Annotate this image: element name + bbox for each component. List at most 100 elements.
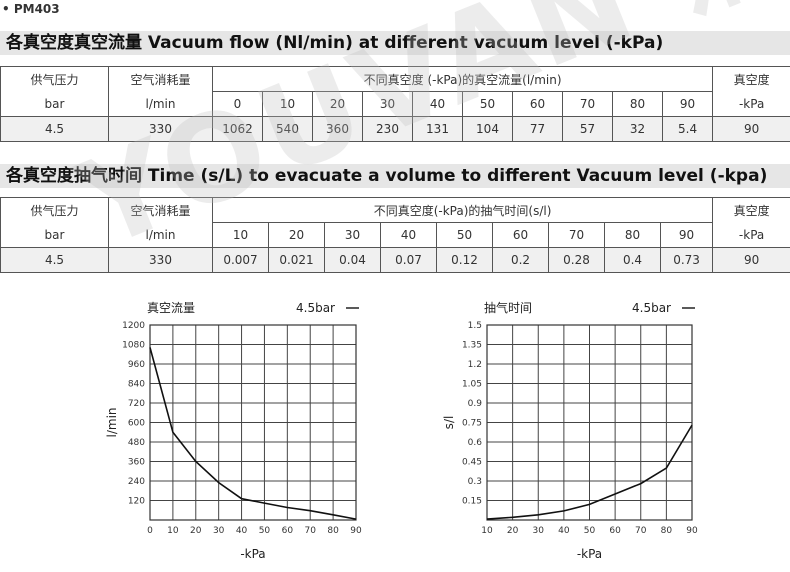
flow-y-tick-label: 480 [128, 438, 145, 448]
time-value: 0.28 [548, 247, 605, 273]
time-header-vacuum: 真空度 [712, 197, 790, 223]
flow-x-tick-label: 60 [282, 526, 294, 536]
flow-section-title: 各真空度真空流量 Vacuum flow (Nl/min) at differe… [0, 31, 790, 55]
flow-vacuum-value: 90 [712, 116, 790, 142]
time-plot-frame [486, 324, 693, 521]
time-header-group: 不同真空度(-kPa)的抽气时间(s/l) [211, 197, 714, 223]
flow-y-tick-label: 1200 [122, 321, 145, 331]
time-x-tick-label: 40 [558, 526, 570, 536]
flow-x-axis-label: -kPa [240, 547, 265, 561]
time-y-tick-label: 1.5 [468, 321, 482, 331]
time-level: 50 [436, 222, 493, 248]
time-value: 0.021 [268, 247, 325, 273]
time-header-pressure: 供气压力 [0, 197, 109, 223]
flow-y-tick-label: 120 [128, 497, 145, 507]
time-level: 20 [268, 222, 325, 248]
flow-header-vacuum-unit: -kPa [712, 91, 790, 117]
flow-value: 5.4 [661, 116, 714, 142]
flow-header-pressure: 供气压力 [0, 66, 109, 92]
flow-x-tick-label: 50 [259, 526, 271, 536]
time-vacuum-value: 90 [712, 247, 790, 273]
flow-y-tick-label: 360 [128, 458, 145, 468]
time-y-tick-label: 0.45 [462, 458, 482, 468]
flow-air-value: 330 [108, 116, 213, 142]
time-value: 0.007 [212, 247, 269, 273]
time-value: 0.04 [324, 247, 381, 273]
flow-level: 90 [661, 91, 714, 117]
flow-x-tick-label: 20 [190, 526, 202, 536]
flow-series-line [149, 347, 357, 520]
time-y-axis-label: s/l [442, 416, 456, 430]
flow-header-air-unit: l/min [108, 91, 213, 117]
time-x-axis-label: -kPa [577, 547, 602, 561]
time-level: 10 [212, 222, 269, 248]
flow-level: 60 [512, 91, 563, 117]
time-x-tick-label: 60 [609, 526, 621, 536]
time-x-tick-label: 30 [533, 526, 545, 536]
time-y-tick-label: 0.75 [462, 419, 482, 429]
flow-y-axis-label: l/min [105, 407, 119, 437]
time-y-tick-label: 0.15 [462, 497, 482, 507]
time-x-tick-label: 10 [481, 526, 493, 536]
flow-x-tick-label: 0 [147, 526, 153, 536]
flow-x-tick-label: 30 [213, 526, 225, 536]
flow-value: 77 [512, 116, 563, 142]
flow-x-tick-label: 70 [304, 526, 316, 536]
time-y-tick-label: 1.05 [462, 380, 482, 390]
time-chart-title: 抽气时间 [484, 300, 532, 315]
flow-value: 104 [462, 116, 513, 142]
flow-x-tick-label: 10 [167, 526, 179, 536]
time-y-tick-label: 0.3 [468, 477, 482, 487]
time-x-tick-label: 50 [584, 526, 596, 536]
flow-y-tick-label: 600 [128, 419, 145, 429]
time-air-value: 330 [108, 247, 213, 273]
flow-x-tick-label: 80 [327, 526, 339, 536]
flow-value: 131 [412, 116, 463, 142]
time-y-tick-label: 0.6 [468, 438, 483, 448]
time-value: 0.4 [604, 247, 661, 273]
time-x-tick-label: 70 [635, 526, 647, 536]
flow-header-pressure-unit: bar [0, 91, 109, 117]
flow-value: 32 [612, 116, 663, 142]
time-header-air: 空气消耗量 [108, 197, 213, 223]
flow-value: 230 [362, 116, 413, 142]
time-level: 60 [492, 222, 549, 248]
time-y-tick-label: 0.9 [468, 399, 483, 409]
flow-x-tick-label: 90 [350, 526, 362, 536]
flow-header-group: 不同真空度 (-kPa)的真空流量(l/min) [211, 66, 714, 92]
time-level: 90 [659, 222, 714, 248]
time-x-tick-label: 20 [507, 526, 519, 536]
time-header-pressure-unit: bar [0, 222, 109, 248]
time-series-line [486, 424, 693, 520]
flow-chart-title: 真空流量 [147, 301, 195, 315]
flow-value: 57 [562, 116, 613, 142]
time-y-tick-label: 1.2 [468, 360, 482, 370]
flow-table: 供气压力 空气消耗量 不同真空度 (-kPa)的真空流量(l/min) 真空度 … [0, 66, 790, 142]
flow-value: 1062 [212, 116, 263, 142]
flow-value: 540 [262, 116, 313, 142]
flow-level: 30 [362, 91, 413, 117]
time-value: 0.12 [436, 247, 493, 273]
flow-pressure-value: 4.5 [0, 116, 109, 142]
flow-level: 0 [212, 91, 263, 117]
time-x-tick-label: 80 [661, 526, 673, 536]
time-section-title: 各真空度抽气时间 Time (s/L) to evacuate a volume… [0, 164, 790, 188]
time-x-tick-label: 90 [686, 526, 698, 536]
flow-x-tick-label: 40 [236, 526, 248, 536]
flow-plot-frame [149, 324, 357, 521]
time-pressure-value: 4.5 [0, 247, 109, 273]
flow-y-tick-label: 240 [128, 477, 145, 487]
flow-y-tick-label: 840 [128, 380, 145, 390]
flow-value: 360 [312, 116, 363, 142]
time-legend-label: 4.5bar [632, 301, 671, 315]
time-value: 0.73 [659, 247, 714, 273]
time-value: 0.07 [380, 247, 437, 273]
flow-y-tick-label: 720 [128, 399, 145, 409]
model-code: • PM403 [2, 2, 60, 16]
time-level: 80 [604, 222, 661, 248]
flow-y-tick-label: 1080 [122, 341, 145, 351]
time-y-tick-label: 1.35 [462, 341, 482, 351]
flow-header-vacuum: 真空度 [712, 66, 790, 92]
flow-legend-label: 4.5bar [296, 301, 335, 315]
